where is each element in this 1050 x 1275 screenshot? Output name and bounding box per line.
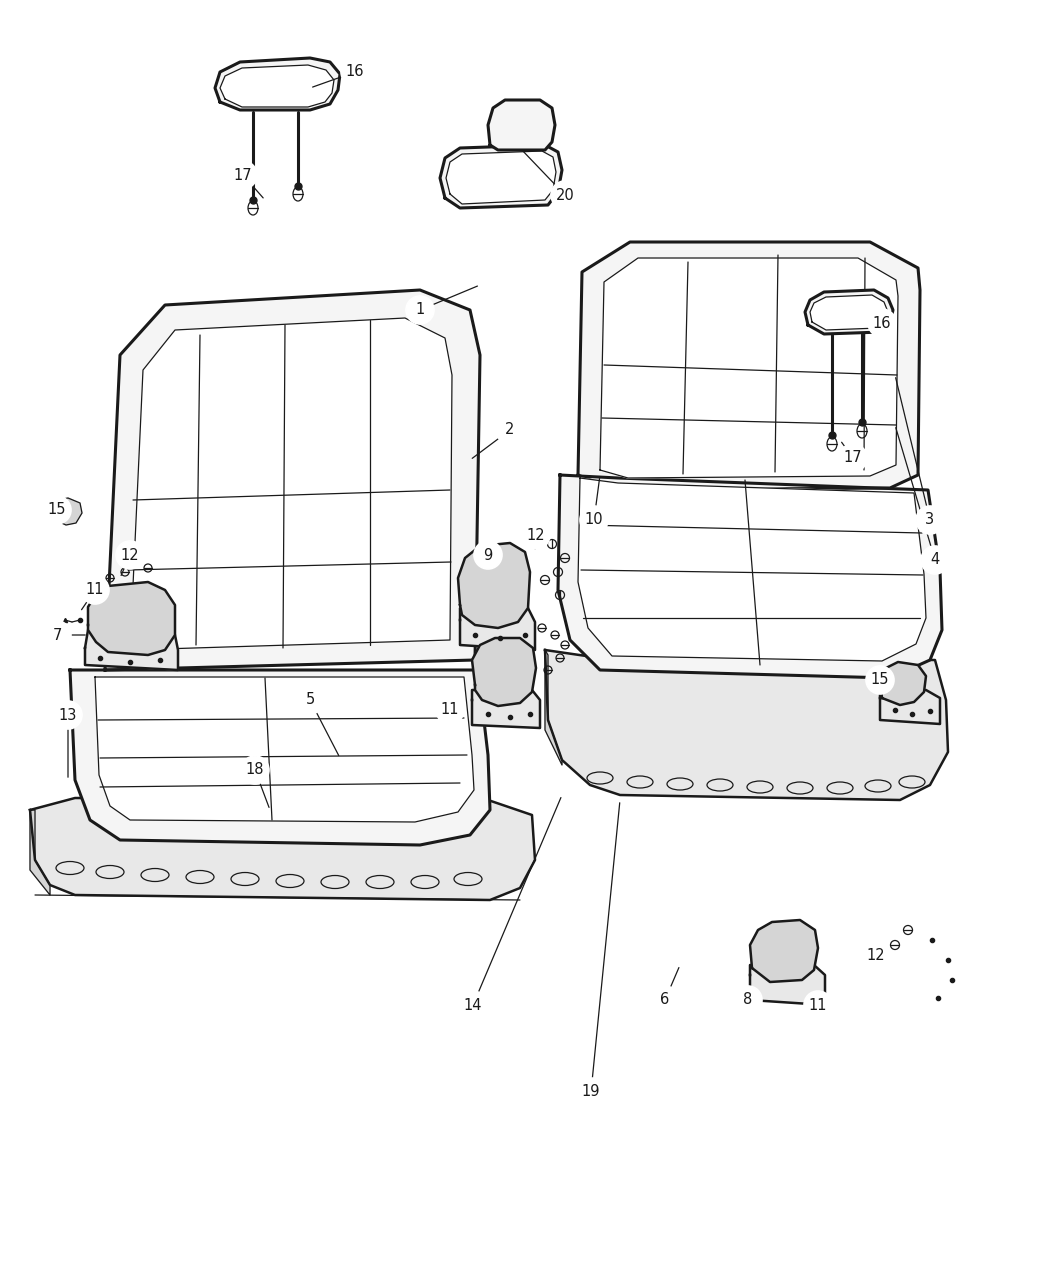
Circle shape [522,521,550,550]
Circle shape [296,686,324,714]
Text: 14: 14 [464,997,482,1012]
Polygon shape [880,662,926,705]
Text: 8: 8 [743,992,753,1007]
Text: 13: 13 [59,708,78,723]
Circle shape [341,57,369,85]
Circle shape [734,986,762,1014]
Circle shape [43,496,71,524]
Circle shape [651,986,679,1014]
Polygon shape [880,690,940,724]
Circle shape [229,161,257,189]
Text: 20: 20 [555,187,574,203]
Circle shape [406,296,434,324]
Polygon shape [52,499,82,525]
Circle shape [804,991,832,1019]
Polygon shape [30,810,50,895]
Polygon shape [215,57,340,110]
Polygon shape [545,650,948,799]
Text: 16: 16 [345,65,364,79]
Text: 16: 16 [873,315,891,330]
Circle shape [436,696,464,724]
Text: 15: 15 [870,672,889,687]
Circle shape [242,756,269,784]
Text: 11: 11 [441,703,459,718]
Circle shape [921,546,949,574]
Text: 6: 6 [660,992,670,1007]
Text: 17: 17 [234,167,252,182]
Circle shape [459,991,487,1019]
Polygon shape [105,289,480,669]
Text: 10: 10 [585,513,604,528]
Circle shape [578,1077,605,1105]
Text: 12: 12 [527,528,545,542]
Circle shape [116,541,144,569]
Polygon shape [488,99,555,150]
Circle shape [81,576,109,604]
Polygon shape [94,677,474,822]
Text: 18: 18 [246,762,265,778]
Circle shape [862,941,890,969]
Polygon shape [220,65,334,107]
Polygon shape [750,965,825,1005]
Circle shape [43,621,71,649]
Text: 4: 4 [930,552,940,567]
Text: 7: 7 [52,627,62,643]
Polygon shape [578,478,926,660]
Circle shape [474,541,502,569]
Polygon shape [545,650,562,765]
Polygon shape [750,921,818,982]
Circle shape [868,309,896,337]
Polygon shape [578,242,920,490]
Polygon shape [88,581,175,655]
Polygon shape [472,638,536,706]
Text: 17: 17 [844,450,862,465]
Text: 12: 12 [866,947,885,963]
Polygon shape [805,289,892,334]
Polygon shape [810,295,888,330]
Polygon shape [558,476,942,678]
Polygon shape [130,317,452,650]
Text: 15: 15 [47,502,66,518]
Circle shape [496,416,524,444]
Polygon shape [85,630,178,669]
Polygon shape [458,543,530,629]
Circle shape [580,506,608,534]
Polygon shape [446,150,556,204]
Text: 5: 5 [306,692,315,708]
Circle shape [916,506,944,534]
Text: 12: 12 [121,547,140,562]
Text: 11: 11 [86,583,104,598]
Circle shape [54,701,82,729]
Text: 3: 3 [925,513,934,528]
Polygon shape [472,690,540,728]
Polygon shape [30,798,536,900]
Polygon shape [440,145,562,208]
Text: 1: 1 [416,302,424,317]
Polygon shape [70,669,490,845]
Polygon shape [600,258,898,478]
Text: 11: 11 [808,997,827,1012]
Text: 2: 2 [505,422,514,437]
Polygon shape [460,608,536,650]
Circle shape [839,444,867,472]
Text: 9: 9 [483,547,492,562]
Circle shape [551,181,579,209]
Text: 19: 19 [582,1085,601,1099]
Circle shape [866,666,894,694]
